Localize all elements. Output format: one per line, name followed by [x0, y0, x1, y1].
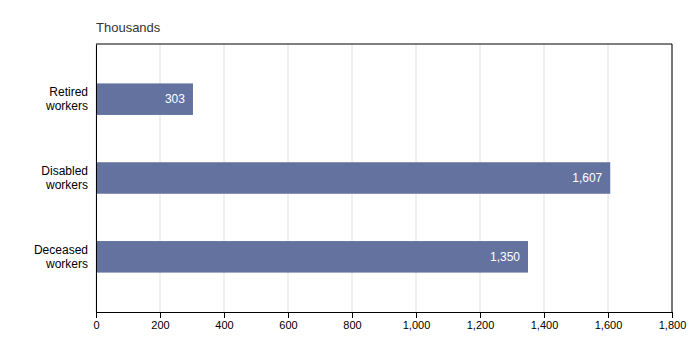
bar [96, 83, 193, 115]
frame-line [96, 44, 672, 45]
tick-mark [544, 312, 545, 318]
y-axis: Retiredworkers Disabledworkers Deceasedwor… [34, 45, 97, 313]
tick-label: 600 [279, 319, 297, 331]
frame-line [672, 44, 673, 312]
data-labels: 303 1,607 1,350 [165, 92, 603, 264]
grid-line [96, 44, 97, 312]
bar [96, 241, 528, 273]
tick-mark [96, 312, 97, 318]
tick-mark [608, 312, 609, 318]
bar [96, 162, 610, 194]
tick-label: 1,600 [595, 319, 623, 331]
tick-label: 0 [93, 319, 99, 331]
tick-label: 1,400 [531, 319, 559, 331]
data-label: 1,607 [572, 171, 602, 185]
tick: 1,200 [467, 312, 495, 331]
tick-label: 200 [151, 319, 169, 331]
axis-line [96, 45, 97, 313]
tick: 400 [215, 312, 233, 331]
tick: 0 [93, 312, 99, 331]
tick-mark [416, 312, 417, 318]
tick: 1,800 [659, 312, 687, 331]
tick-label: 1,000 [403, 319, 431, 331]
tick-mark [224, 312, 225, 318]
bars [96, 83, 610, 272]
tick-label: 800 [343, 319, 361, 331]
plot: 0 200 400 600 800 1,000 1,200 1,400 1,600 1,800 Re… [34, 44, 686, 331]
x-axis: 0 200 400 600 800 1,000 1,200 1,400 1,600 1,800 [93, 312, 686, 331]
tick-label: Deceasedworkers [34, 243, 88, 271]
tick-label: Retiredworkers [45, 85, 88, 113]
tick: 200 [151, 312, 169, 331]
tick-label: 1,800 [659, 319, 687, 331]
tick-label: 400 [215, 319, 233, 331]
tick-mark [160, 312, 161, 318]
tick: 1,400 [531, 312, 559, 331]
tick-mark [480, 312, 481, 318]
chart: 0 200 400 600 800 1,000 1,200 1,400 1,600 1,800 Re… [0, 0, 700, 344]
tick: 1,600 [595, 312, 623, 331]
tick: Retiredworkers [45, 85, 96, 113]
tick: Deceasedworkers [34, 243, 96, 271]
tick: 800 [343, 312, 361, 331]
tick: Disabledworkers [41, 164, 96, 192]
tick-mark [352, 312, 353, 318]
data-label: 1,350 [490, 250, 520, 264]
tick-label: Disabledworkers [41, 164, 88, 192]
tick-label: 1,200 [467, 319, 495, 331]
grid-line [672, 44, 673, 312]
grid [96, 44, 672, 312]
tick: 1,000 [403, 312, 431, 331]
tick-mark [672, 312, 673, 318]
axis-label: Thousands [96, 20, 161, 35]
axis-line [97, 313, 673, 319]
tick-mark [288, 312, 289, 318]
tick: 600 [279, 312, 297, 331]
data-label: 303 [165, 92, 185, 106]
